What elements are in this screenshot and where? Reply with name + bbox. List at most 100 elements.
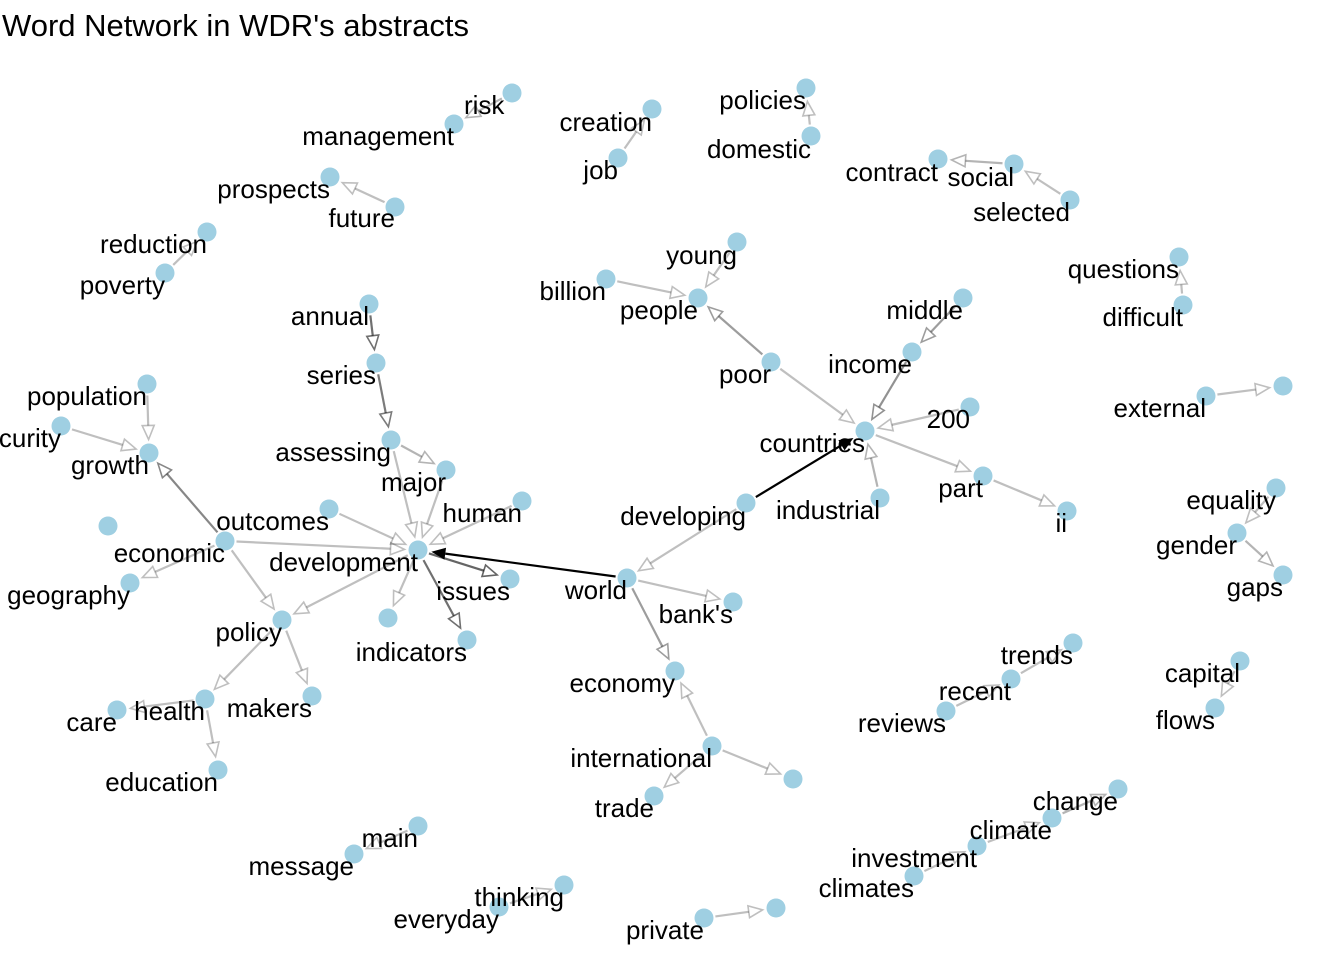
edge-development-policy: [292, 554, 409, 615]
node-developing: [736, 493, 756, 513]
edge-arrowhead: [404, 520, 419, 539]
edge-arrowhead: [1254, 382, 1272, 397]
node-label-bank-s: bank's: [659, 599, 733, 629]
node-economic: [215, 531, 235, 551]
edge-developing-countries: [755, 437, 854, 498]
edge-poor-countries: [779, 367, 856, 425]
edge-climate-change: [1062, 793, 1108, 815]
node-future: [385, 197, 405, 217]
edge-external-unlabeled-ext: [1217, 382, 1272, 397]
node-unlabeled-econ: [98, 516, 118, 536]
node-makers: [302, 686, 322, 706]
edge-arrowhead: [389, 541, 407, 556]
edge-arrowhead: [140, 564, 159, 579]
node-reviews: [936, 701, 956, 721]
edge-arrowhead: [746, 904, 765, 920]
edge-risk-management: [464, 97, 503, 119]
node-everyday: [489, 897, 509, 917]
edge-income-countries: [870, 361, 908, 422]
node-care: [107, 700, 127, 720]
edge-policy-health: [213, 627, 275, 691]
edge-social-contract: [949, 153, 1003, 169]
edge-line: [807, 115, 811, 125]
node-climate: [1042, 808, 1062, 828]
edge-line: [1217, 388, 1256, 396]
edge-arrowhead: [703, 588, 722, 603]
edge-arrowhead: [292, 600, 311, 615]
node-label-trends: trends: [1001, 640, 1073, 670]
edge-part-ii: [993, 479, 1057, 507]
edge-arrowhead: [480, 563, 500, 578]
edge-assessing-development: [392, 450, 419, 539]
edge-arrowhead: [629, 118, 646, 137]
edge-developing-world: [636, 508, 737, 572]
edge-arrowhead: [876, 417, 895, 432]
edge-line: [354, 187, 386, 204]
edge-line: [378, 829, 408, 844]
node-label-world: world: [564, 575, 627, 605]
edge-line: [930, 305, 956, 333]
edge-line: [223, 627, 275, 681]
chart-title: Word Network in WDR's abstracts: [2, 8, 469, 43]
node-contract: [928, 149, 948, 169]
edge-line: [146, 395, 150, 426]
node-label-people: people: [620, 295, 698, 325]
edge-line: [722, 749, 768, 770]
edge-everyday-thinking: [509, 887, 554, 905]
node-difficult: [1173, 295, 1193, 315]
edge-arrowhead: [464, 104, 483, 119]
edge-arrowhead: [140, 424, 156, 442]
node-label-education: education: [105, 767, 218, 797]
edge-arrowhead: [1257, 550, 1275, 568]
edge-annual-series: [365, 315, 380, 352]
node-label-reduction: reduction: [100, 229, 207, 259]
node-risk: [502, 83, 522, 103]
edge-arrowhead: [636, 556, 655, 572]
edge-investment-climate: [987, 821, 1042, 844]
edge-arrowhead: [668, 285, 687, 300]
edge-line: [631, 587, 664, 648]
node-annual: [359, 294, 379, 314]
node-message: [344, 844, 364, 864]
edge-line: [1180, 284, 1184, 294]
edge-line: [869, 457, 879, 488]
edge-line: [369, 315, 374, 336]
edge-line: [71, 428, 124, 446]
edge-line: [422, 559, 455, 617]
node-label-difficult: difficult: [1103, 302, 1184, 332]
edge-line: [717, 315, 764, 356]
node-label-change: change: [1033, 786, 1118, 816]
node-education: [208, 760, 228, 780]
node-investment: [967, 836, 987, 856]
node-label-outcomes: outcomes: [216, 506, 329, 536]
node-label-gaps: gaps: [1227, 572, 1283, 602]
edge-arrowhead: [389, 531, 408, 546]
node-label-young: young: [666, 240, 737, 270]
edge-arrowhead: [156, 461, 173, 480]
node-questions: [1169, 247, 1189, 267]
edge-arrowhead: [837, 408, 856, 425]
edge-line: [637, 579, 707, 598]
node-label-health: health: [134, 696, 205, 726]
node-capital: [1230, 651, 1250, 671]
node-label-risk: risk: [464, 90, 505, 120]
edge-line: [205, 710, 215, 744]
node-gaps: [1273, 565, 1293, 585]
edge-line: [154, 544, 215, 573]
edge-line: [993, 479, 1043, 502]
node-private: [694, 908, 714, 928]
node-part: [973, 466, 993, 486]
edge-major-development: [420, 480, 444, 540]
edge-line: [144, 699, 194, 708]
edge-arrowhead: [764, 761, 783, 776]
edge-poverty-reduction: [172, 240, 199, 266]
node-label-economic: economic: [114, 538, 225, 568]
edge-arrowhead: [1174, 268, 1189, 286]
node-label-domestic: domestic: [707, 134, 811, 164]
node-label-recent: recent: [939, 676, 1012, 706]
node-reduction: [197, 222, 217, 242]
node-thinking: [554, 875, 574, 895]
edge-line: [392, 450, 413, 524]
node-label-care: care: [66, 707, 117, 737]
node-billion: [596, 269, 616, 289]
